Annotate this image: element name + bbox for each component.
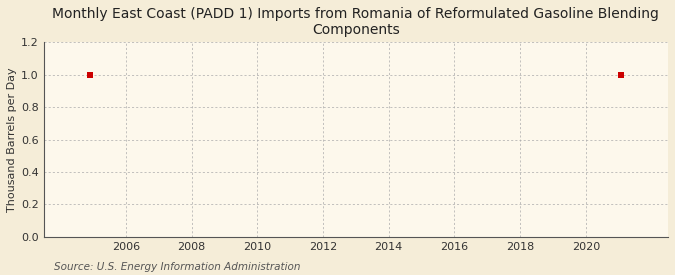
Point (616, 73, 627, 77)
Text: Source: U.S. Energy Information Administration: Source: U.S. Energy Information Administ… (54, 262, 300, 272)
Title: Monthly East Coast (PADD 1) Imports from Romania of Reformulated Gasoline Blendi: Monthly East Coast (PADD 1) Imports from… (53, 7, 659, 37)
Point (85, 73, 96, 77)
Y-axis label: Thousand Barrels per Day: Thousand Barrels per Day (7, 67, 17, 212)
